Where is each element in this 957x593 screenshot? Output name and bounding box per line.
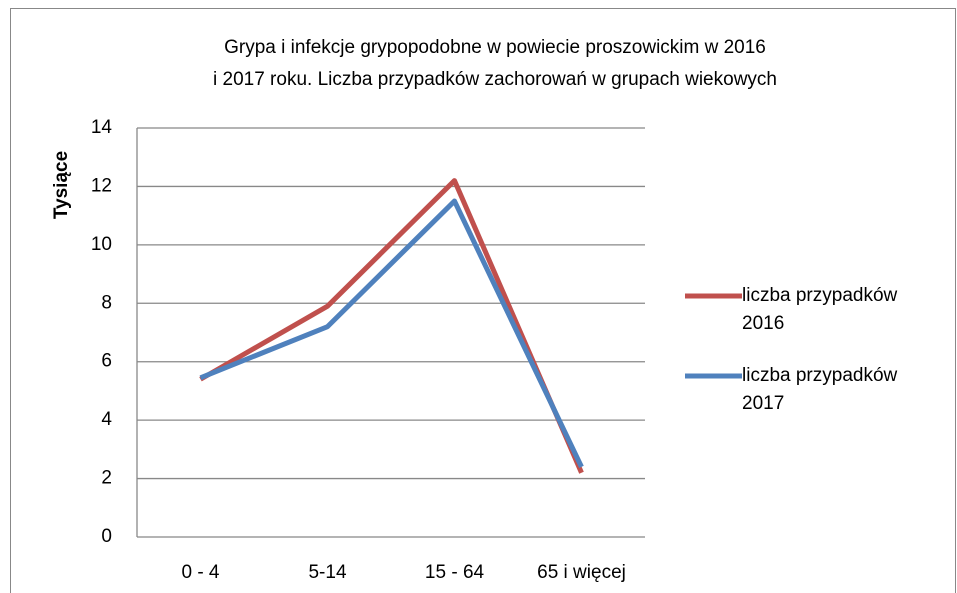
- x-tick-label: 15 - 64: [425, 562, 485, 583]
- x-tick-label: 5-14: [308, 562, 346, 583]
- y-tick-label: 2: [101, 468, 112, 489]
- y-axis-label: Tysiące: [51, 151, 72, 219]
- chart-title: Grypa i infekcje grypopodobne w powiecie…: [224, 37, 766, 58]
- y-tick-label: 14: [91, 117, 113, 138]
- chart-title: i 2017 roku. Liczba przypadków zachorowa…: [213, 69, 777, 90]
- x-tick-label: 65 i więcej: [537, 562, 626, 583]
- y-tick-label: 12: [91, 175, 112, 196]
- series-line: [199, 178, 584, 474]
- y-tick-label: 4: [101, 409, 112, 430]
- y-tick-label: 10: [91, 234, 112, 255]
- y-tick-label: 6: [101, 351, 112, 372]
- y-tick-label: 8: [101, 292, 112, 313]
- series-line: [199, 198, 584, 468]
- x-tick-label: 0 - 4: [181, 562, 219, 583]
- chart-frame: [10, 8, 956, 593]
- y-tick-label: 0: [101, 526, 112, 547]
- legend-label: liczba przypadków 2017: [742, 365, 898, 414]
- legend-label: liczba przypadków 2016: [742, 285, 898, 334]
